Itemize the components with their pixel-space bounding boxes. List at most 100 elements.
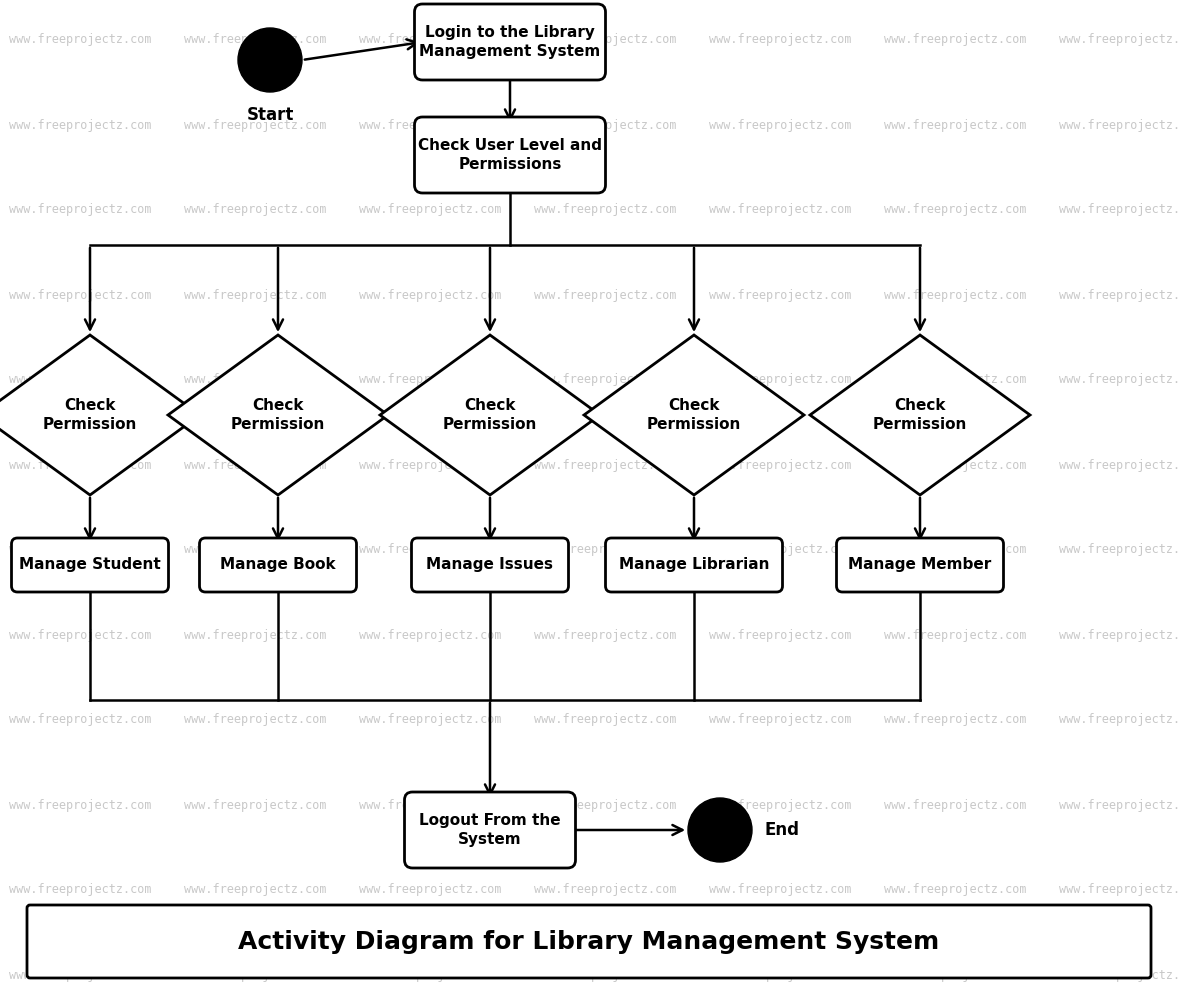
Text: www.freeprojectz.com: www.freeprojectz.com xyxy=(1059,884,1178,897)
Text: www.freeprojectz.com: www.freeprojectz.com xyxy=(8,544,151,557)
Text: Check
Permission: Check Permission xyxy=(873,399,967,431)
Text: Check User Level and
Permissions: Check User Level and Permissions xyxy=(418,138,602,172)
Text: www.freeprojectz.com: www.freeprojectz.com xyxy=(184,118,326,131)
Text: www.freeprojectz.com: www.freeprojectz.com xyxy=(8,288,151,301)
Text: www.freeprojectz.com: www.freeprojectz.com xyxy=(359,288,502,301)
Text: www.freeprojectz.com: www.freeprojectz.com xyxy=(709,714,852,727)
Text: www.freeprojectz.com: www.freeprojectz.com xyxy=(884,798,1026,811)
Polygon shape xyxy=(168,335,388,495)
Text: www.freeprojectz.com: www.freeprojectz.com xyxy=(359,544,502,557)
Text: www.freeprojectz.com: www.freeprojectz.com xyxy=(1059,968,1178,981)
Text: www.freeprojectz.com: www.freeprojectz.com xyxy=(709,34,852,47)
Text: www.freeprojectz.com: www.freeprojectz.com xyxy=(534,714,676,727)
Text: www.freeprojectz.com: www.freeprojectz.com xyxy=(884,544,1026,557)
Text: www.freeprojectz.com: www.freeprojectz.com xyxy=(534,34,676,47)
Text: www.freeprojectz.com: www.freeprojectz.com xyxy=(884,968,1026,981)
Text: www.freeprojectz.com: www.freeprojectz.com xyxy=(1059,798,1178,811)
Text: www.freeprojectz.com: www.freeprojectz.com xyxy=(534,798,676,811)
Text: www.freeprojectz.com: www.freeprojectz.com xyxy=(8,884,151,897)
Text: www.freeprojectz.com: www.freeprojectz.com xyxy=(709,544,852,557)
Text: www.freeprojectz.com: www.freeprojectz.com xyxy=(8,798,151,811)
Text: www.freeprojectz.com: www.freeprojectz.com xyxy=(534,374,676,387)
Text: Manage Member: Manage Member xyxy=(848,558,992,573)
Text: www.freeprojectz.com: www.freeprojectz.com xyxy=(1059,204,1178,217)
Text: www.freeprojectz.com: www.freeprojectz.com xyxy=(8,714,151,727)
Text: www.freeprojectz.com: www.freeprojectz.com xyxy=(184,544,326,557)
Text: www.freeprojectz.com: www.freeprojectz.com xyxy=(359,884,502,897)
Circle shape xyxy=(688,798,752,862)
Text: www.freeprojectz.com: www.freeprojectz.com xyxy=(359,628,502,641)
FancyBboxPatch shape xyxy=(404,792,576,868)
Text: www.freeprojectz.com: www.freeprojectz.com xyxy=(359,714,502,727)
Text: www.freeprojectz.com: www.freeprojectz.com xyxy=(709,968,852,981)
Text: www.freeprojectz.com: www.freeprojectz.com xyxy=(534,544,676,557)
Text: www.freeprojectz.com: www.freeprojectz.com xyxy=(359,118,502,131)
Polygon shape xyxy=(380,335,600,495)
Text: www.freeprojectz.com: www.freeprojectz.com xyxy=(884,628,1026,641)
Text: www.freeprojectz.com: www.freeprojectz.com xyxy=(8,204,151,217)
Text: www.freeprojectz.com: www.freeprojectz.com xyxy=(8,458,151,471)
Text: www.freeprojectz.com: www.freeprojectz.com xyxy=(534,288,676,301)
Polygon shape xyxy=(0,335,200,495)
Text: www.freeprojectz.com: www.freeprojectz.com xyxy=(884,884,1026,897)
Circle shape xyxy=(238,28,302,92)
Text: www.freeprojectz.com: www.freeprojectz.com xyxy=(709,374,852,387)
Polygon shape xyxy=(584,335,805,495)
Text: www.freeprojectz.com: www.freeprojectz.com xyxy=(534,118,676,131)
Text: www.freeprojectz.com: www.freeprojectz.com xyxy=(8,118,151,131)
Text: Check
Permission: Check Permission xyxy=(231,399,325,431)
Text: www.freeprojectz.com: www.freeprojectz.com xyxy=(184,714,326,727)
Text: Manage Issues: Manage Issues xyxy=(426,558,554,573)
Text: www.freeprojectz.com: www.freeprojectz.com xyxy=(709,628,852,641)
FancyBboxPatch shape xyxy=(411,538,569,592)
Text: www.freeprojectz.com: www.freeprojectz.com xyxy=(184,968,326,981)
Text: www.freeprojectz.com: www.freeprojectz.com xyxy=(709,458,852,471)
FancyBboxPatch shape xyxy=(415,4,605,80)
Text: Manage Book: Manage Book xyxy=(220,558,336,573)
Text: www.freeprojectz.com: www.freeprojectz.com xyxy=(359,458,502,471)
FancyBboxPatch shape xyxy=(27,905,1151,978)
Text: www.freeprojectz.com: www.freeprojectz.com xyxy=(884,458,1026,471)
Text: www.freeprojectz.com: www.freeprojectz.com xyxy=(1059,288,1178,301)
Text: www.freeprojectz.com: www.freeprojectz.com xyxy=(184,884,326,897)
Text: www.freeprojectz.com: www.freeprojectz.com xyxy=(884,204,1026,217)
Text: www.freeprojectz.com: www.freeprojectz.com xyxy=(709,884,852,897)
Text: www.freeprojectz.com: www.freeprojectz.com xyxy=(8,628,151,641)
Text: www.freeprojectz.com: www.freeprojectz.com xyxy=(709,118,852,131)
Text: www.freeprojectz.com: www.freeprojectz.com xyxy=(884,118,1026,131)
Text: www.freeprojectz.com: www.freeprojectz.com xyxy=(184,798,326,811)
Text: www.freeprojectz.com: www.freeprojectz.com xyxy=(884,288,1026,301)
Text: Logout From the
System: Logout From the System xyxy=(419,813,561,847)
Text: www.freeprojectz.com: www.freeprojectz.com xyxy=(1059,458,1178,471)
Text: Start: Start xyxy=(246,106,293,124)
Text: End: End xyxy=(765,821,799,839)
Text: www.freeprojectz.com: www.freeprojectz.com xyxy=(359,34,502,47)
Text: www.freeprojectz.com: www.freeprojectz.com xyxy=(534,458,676,471)
Text: www.freeprojectz.com: www.freeprojectz.com xyxy=(1059,34,1178,47)
Text: Check
Permission: Check Permission xyxy=(647,399,741,431)
Text: www.freeprojectz.com: www.freeprojectz.com xyxy=(1059,118,1178,131)
Text: Login to the Library
Management System: Login to the Library Management System xyxy=(419,25,601,59)
Text: www.freeprojectz.com: www.freeprojectz.com xyxy=(709,798,852,811)
Text: www.freeprojectz.com: www.freeprojectz.com xyxy=(1059,374,1178,387)
Text: www.freeprojectz.com: www.freeprojectz.com xyxy=(184,288,326,301)
Text: www.freeprojectz.com: www.freeprojectz.com xyxy=(184,628,326,641)
Text: Check
Permission: Check Permission xyxy=(42,399,137,431)
Text: www.freeprojectz.com: www.freeprojectz.com xyxy=(184,204,326,217)
Polygon shape xyxy=(810,335,1030,495)
Text: Manage Student: Manage Student xyxy=(19,558,161,573)
Text: www.freeprojectz.com: www.freeprojectz.com xyxy=(359,798,502,811)
Text: www.freeprojectz.com: www.freeprojectz.com xyxy=(1059,628,1178,641)
FancyBboxPatch shape xyxy=(605,538,782,592)
Text: www.freeprojectz.com: www.freeprojectz.com xyxy=(884,714,1026,727)
Text: www.freeprojectz.com: www.freeprojectz.com xyxy=(184,374,326,387)
Text: www.freeprojectz.com: www.freeprojectz.com xyxy=(534,628,676,641)
FancyBboxPatch shape xyxy=(415,117,605,193)
Text: Check
Permission: Check Permission xyxy=(443,399,537,431)
Text: Activity Diagram for Library Management System: Activity Diagram for Library Management … xyxy=(238,929,940,953)
Text: www.freeprojectz.com: www.freeprojectz.com xyxy=(359,204,502,217)
Text: www.freeprojectz.com: www.freeprojectz.com xyxy=(1059,714,1178,727)
Text: www.freeprojectz.com: www.freeprojectz.com xyxy=(359,374,502,387)
Text: www.freeprojectz.com: www.freeprojectz.com xyxy=(884,34,1026,47)
Text: www.freeprojectz.com: www.freeprojectz.com xyxy=(884,374,1026,387)
